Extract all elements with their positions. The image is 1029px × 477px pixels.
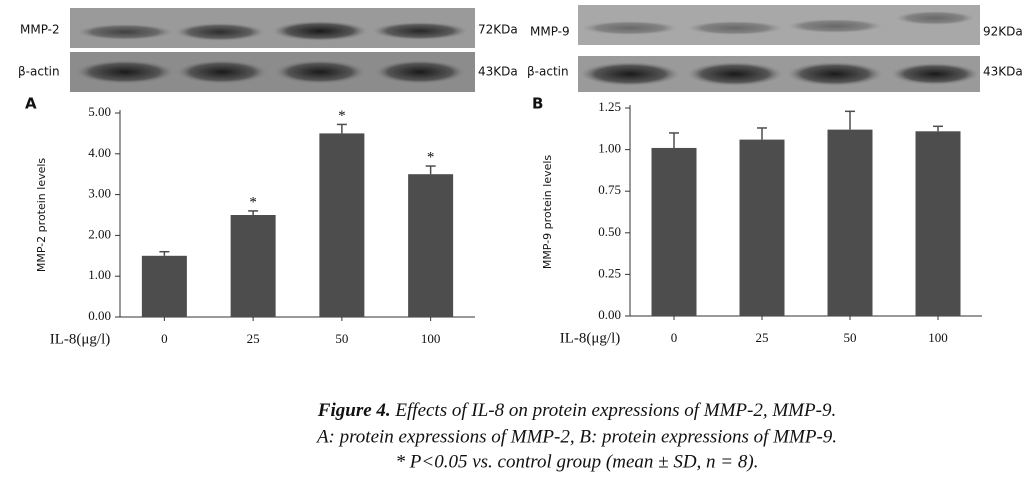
caption-text: Effects of IL-8 on protein expressions o… xyxy=(394,400,836,421)
y-tick-label: 1.00 xyxy=(598,141,621,156)
x-tick-label: 100 xyxy=(928,330,948,345)
bar xyxy=(230,215,276,317)
significance-mark: * xyxy=(249,194,257,210)
blot-size: 43KDa xyxy=(983,65,1023,79)
y-tick-label: 1.25 xyxy=(598,99,621,114)
x-tick-label: 50 xyxy=(335,331,348,346)
y-tick-label: 0.50 xyxy=(598,224,621,239)
panel-label: A xyxy=(25,95,37,113)
x-tick-label: 25 xyxy=(247,331,260,346)
bar xyxy=(408,174,454,317)
blot-label: β-actin xyxy=(527,65,569,79)
band xyxy=(787,62,883,86)
blot-label: β-actin xyxy=(18,65,60,79)
band xyxy=(787,19,883,33)
blot-size: 72KDa xyxy=(478,23,518,37)
blot-label: MMP-2 xyxy=(20,23,60,37)
band xyxy=(176,60,268,84)
blot-size: 43KDa xyxy=(478,65,518,79)
band xyxy=(582,21,678,35)
y-axis-label: MMP-2 protein levels xyxy=(35,158,48,273)
caption-line: Figure 4. Effects of IL-8 on protein exp… xyxy=(317,400,836,421)
y-tick-label: 1.00 xyxy=(88,267,111,282)
x-tick-label: 100 xyxy=(421,331,441,346)
y-tick-label: 5.00 xyxy=(88,104,111,119)
significance-mark: * xyxy=(427,149,435,165)
bar xyxy=(651,147,697,316)
y-tick-label: 4.00 xyxy=(88,145,111,160)
panel-label: B xyxy=(532,95,543,113)
significance-mark: * xyxy=(338,108,346,124)
bar xyxy=(915,131,961,316)
caption-line: A: protein expressions of MMP-2, B: prot… xyxy=(315,426,837,447)
band xyxy=(175,23,265,41)
band xyxy=(687,62,783,86)
band xyxy=(372,22,468,40)
figure-label: Figure 4. xyxy=(317,400,391,421)
bar xyxy=(319,133,365,317)
blot-size: 92KDa xyxy=(983,25,1023,39)
y-tick-label: 2.00 xyxy=(88,226,111,241)
caption-line: * P<0.05 vs. control group (mean ± SD, n… xyxy=(396,451,759,472)
band xyxy=(580,62,680,86)
y-tick-label: 3.00 xyxy=(88,186,111,201)
bar xyxy=(739,139,785,316)
blot-label: MMP-9 xyxy=(530,25,570,39)
bar xyxy=(827,129,873,316)
y-tick-label: 0.25 xyxy=(598,265,621,280)
x-axis-label: IL-8(μg/l) xyxy=(560,330,621,346)
y-axis-label: MMP-9 protein levels xyxy=(541,155,554,270)
band xyxy=(374,60,466,84)
x-tick-label: 25 xyxy=(756,330,769,345)
y-tick-label: 0.00 xyxy=(598,307,621,322)
y-tick-label: 0.75 xyxy=(598,182,621,197)
blot-b: MMP-9 92KDa β-actin 43KDa xyxy=(527,5,1023,92)
blot-a: MMP-2 72KDa β-actin 43KDa xyxy=(18,8,518,92)
band xyxy=(75,60,175,84)
band xyxy=(77,24,173,40)
bar xyxy=(141,255,187,317)
y-tick-label: 0.00 xyxy=(88,308,111,323)
band xyxy=(895,11,975,25)
x-tick-label: 0 xyxy=(671,330,678,345)
x-axis-label: IL-8(μg/l) xyxy=(50,331,111,347)
band xyxy=(891,63,979,85)
band xyxy=(274,60,366,84)
band xyxy=(272,21,368,41)
x-tick-label: 50 xyxy=(844,330,857,345)
band xyxy=(687,21,783,35)
x-tick-label: 0 xyxy=(161,331,168,346)
